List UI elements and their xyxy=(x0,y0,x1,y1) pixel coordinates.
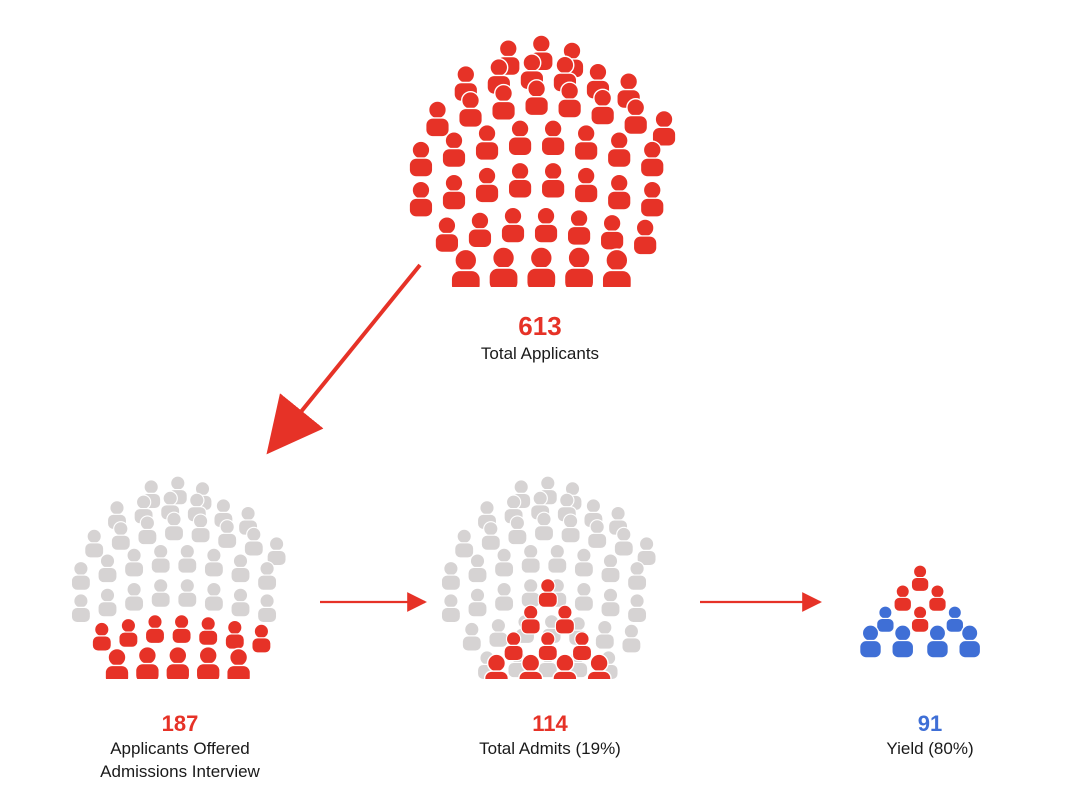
crowd-admits xyxy=(430,472,668,679)
funnel-infographic: 613Total Applicants xyxy=(0,0,1080,810)
label-admits: 114Total Admits (19%) xyxy=(400,712,700,761)
crowd-interview xyxy=(60,472,298,679)
number-admits: 114 xyxy=(400,712,700,736)
label-yield: 91Yield (80%) xyxy=(800,712,1060,761)
caption-admits: Total Admits (19%) xyxy=(400,738,700,761)
label-applicants: 613Total Applicants xyxy=(390,312,690,366)
number-interview: 187 xyxy=(30,712,330,736)
caption-interview: Applicants OfferedAdmissions Interview xyxy=(30,738,330,784)
caption-applicants: Total Applicants xyxy=(390,343,690,366)
crowd-applicants xyxy=(395,30,690,287)
caption-yield: Yield (80%) xyxy=(800,738,1060,761)
number-applicants: 613 xyxy=(390,312,690,341)
crowd-yield xyxy=(855,555,1003,668)
label-interview: 187Applicants OfferedAdmissions Intervie… xyxy=(30,712,330,784)
number-yield: 91 xyxy=(800,712,1060,736)
